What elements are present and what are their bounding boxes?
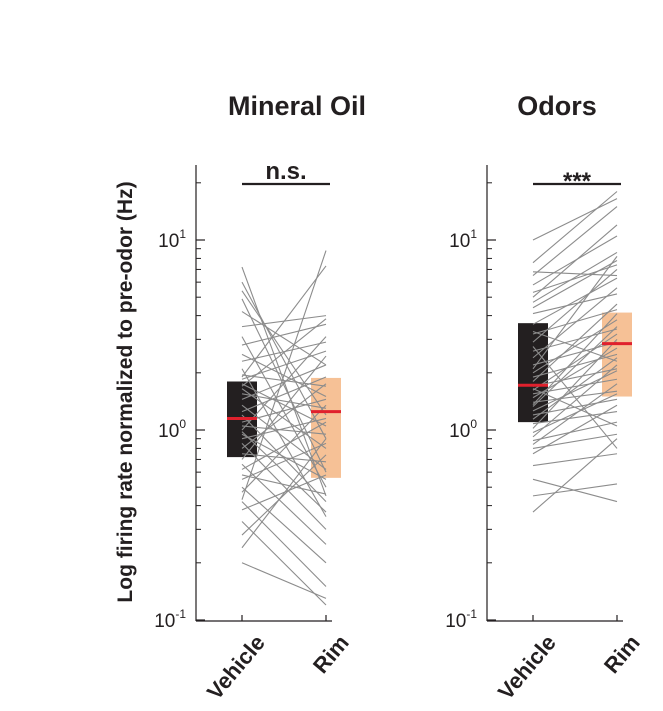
panel1-pair-line-14 [532, 303, 618, 382]
panel0-tick-label-0: 10-1 [154, 607, 186, 632]
panel0-pair-line-11 [241, 374, 327, 387]
panel1-pair-line-17 [532, 378, 618, 395]
odors-significance: *** [563, 168, 592, 195]
panel1-pair-line-40 [532, 260, 618, 309]
panel0-pair-line-40 [241, 562, 327, 599]
mineral-oil-panel: Mineral Oil n.s. 10-1 100 101 Vehicle Rim [154, 91, 366, 704]
panel1-pair-line-5 [532, 293, 618, 315]
panel0-pair-line-42 [241, 265, 327, 378]
panel1-pair-line-38 [532, 330, 618, 362]
panel1-pair-line-41 [532, 388, 618, 427]
odors-title: Odors [517, 91, 597, 121]
panel0-pair-line-34 [241, 404, 327, 493]
panel0-pair-line-39 [241, 438, 327, 549]
panel1-pair-line-42 [532, 346, 618, 449]
panel0-pair-line-44 [241, 431, 327, 513]
panel0-category-label-0: Vehicle [202, 630, 270, 704]
panel1-pair-line-36 [532, 198, 618, 241]
panel1-pair-line-32 [532, 453, 618, 467]
panel1-pair-line-9 [532, 328, 618, 352]
panel1-pair-line-3 [532, 264, 618, 293]
panel0-tick-label-2: 101 [158, 227, 186, 252]
panel0-pair-line-43 [241, 318, 327, 387]
panel1-pair-line-23 [532, 357, 618, 420]
panel1-pair-line-37 [532, 224, 618, 298]
panel1-tick-label-0: 10-1 [445, 607, 477, 632]
panel1-pair-line-26 [532, 393, 618, 434]
panel0-pair-line-17 [241, 404, 327, 470]
panel0-pair-line-33 [241, 486, 327, 564]
panel1-pair-line-0 [532, 191, 618, 264]
panel0-category-label-1: Rim [308, 630, 354, 678]
panel1-tick-label-2: 101 [449, 227, 477, 252]
panel0-pair-line-30 [241, 421, 327, 470]
panel1-pair-line-15 [532, 368, 618, 387]
panel1-pair-line-27 [532, 364, 618, 438]
panel1-pair-line-35 [532, 438, 618, 513]
panel0-pair-line-22 [241, 336, 327, 431]
panel0-pair-line-21 [241, 425, 327, 435]
panel0-pair-line-3 [241, 298, 327, 473]
panel0-pair-line-7 [241, 323, 327, 346]
panel1-pair-line-25 [532, 338, 618, 429]
panel0-pair-line-9 [241, 341, 327, 362]
mineral-oil-significance: n.s. [265, 158, 306, 185]
panel1-pair-line-43 [532, 256, 618, 370]
panel0-pair-line-35 [241, 501, 327, 587]
panel1-category-label-1: Rim [599, 630, 645, 678]
panel0-pair-line-16 [241, 364, 327, 400]
panel0-pair-line-41 [241, 250, 327, 500]
panel0-pair-line-13 [241, 383, 327, 427]
mineral-oil-title: Mineral Oil [228, 91, 366, 121]
panel1-pair-line-44 [532, 313, 618, 406]
panel1-pair-line-11 [532, 341, 618, 366]
panel0-pair-line-15 [241, 393, 327, 409]
panel1-pair-line-1 [532, 206, 618, 276]
panel0-pair-line-18 [241, 376, 327, 413]
panel0-pair-line-27 [241, 453, 327, 463]
odors-panel: Odors *** 10-1 100 101 Vehicle Rim [445, 91, 645, 704]
panel0-pair-line-26 [241, 383, 327, 449]
panel1-pair-line-8 [532, 269, 618, 343]
panel0-pair-line-37 [241, 521, 327, 606]
panel0-pair-line-32 [241, 442, 327, 480]
panel0-pair-line-4 [241, 311, 327, 366]
panel0-tick-label-1: 100 [158, 417, 186, 442]
panel0-pair-line-14 [241, 388, 327, 449]
y-axis-label: Log firing rate normalized to pre-odor (… [114, 181, 137, 602]
panel1-pair-line-34 [532, 483, 618, 497]
panel1-pair-line-31 [532, 404, 618, 455]
panel1-category-label-0: Vehicle [493, 630, 561, 704]
panel0-pair-line-38 [241, 454, 327, 536]
panel1-pair-line-28 [532, 421, 618, 442]
panel1-pair-line-20 [532, 326, 618, 407]
panel1-tick-label-1: 100 [449, 417, 477, 442]
panel1-pair-line-10 [532, 287, 618, 359]
panel1-pair-line-29 [532, 383, 618, 445]
panel1-pair-line-4 [532, 251, 618, 303]
panel0-pair-line-28 [241, 355, 327, 460]
panel0-pair-line-24 [241, 417, 327, 440]
panel1-pair-line-13 [532, 353, 618, 378]
panel1-pair-line-6 [532, 277, 618, 325]
